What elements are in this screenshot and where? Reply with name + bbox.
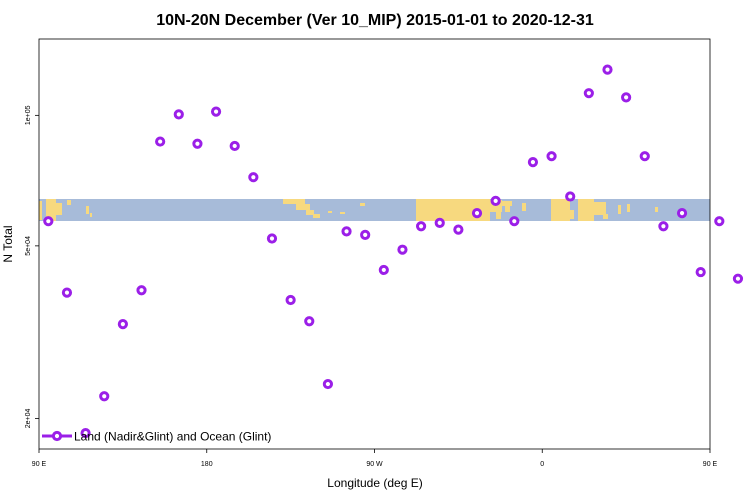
plot-frame: [38, 38, 711, 450]
data-point: [434, 217, 445, 228]
data-point: [546, 151, 557, 162]
data-point: [583, 88, 594, 99]
x-tick-label: 0: [540, 461, 544, 468]
data-point: [509, 216, 520, 227]
land-masses: [39, 199, 658, 221]
data-point: [192, 138, 203, 149]
data-point: [565, 191, 576, 202]
x-tick-label: 90 E: [703, 461, 718, 468]
data-point: [266, 233, 278, 244]
legend: Land (Nadir&Glint) and Ocean (Glint): [42, 430, 271, 444]
data-point: [341, 226, 352, 237]
data-point: [99, 391, 110, 402]
y-tick-label: 2e+04: [25, 408, 32, 428]
legend-label: Land (Nadir&Glint) and Ocean (Glint): [74, 430, 271, 444]
data-point: [602, 64, 613, 75]
data-point: [732, 273, 744, 284]
data-point: [714, 216, 725, 227]
y-axis-label: N Total: [1, 225, 15, 262]
x-axis-label: Longitude (deg E): [327, 476, 422, 490]
data-point: [378, 264, 389, 276]
x-tick-label: 180: [201, 461, 213, 468]
data-point: [527, 157, 539, 168]
data-point: [695, 266, 706, 278]
x-axis: 90 E 180 90 W 0 90 E: [32, 449, 718, 468]
data-point: [210, 106, 222, 117]
data-point: [117, 319, 128, 330]
data-point: [155, 136, 166, 147]
data-point: [304, 316, 315, 327]
data-point: [173, 109, 184, 120]
data-point: [248, 172, 259, 183]
data-point: [136, 285, 147, 296]
map-strip: [39, 199, 710, 221]
chart-title: 10N-20N December (Ver 10_MIP) 2015-01-01…: [156, 12, 594, 29]
y-tick-label: 1e+05: [25, 105, 32, 125]
data-point: [471, 208, 483, 219]
data-point: [676, 208, 688, 219]
data-point: [453, 224, 464, 235]
data-point: [61, 287, 73, 298]
data-point: [658, 221, 669, 232]
y-axis: 2e+04 5e+04 1e+05: [25, 105, 39, 428]
x-tick-label: 90 E: [32, 461, 47, 468]
data-points: [43, 64, 744, 439]
x-tick-label: 90 W: [366, 461, 383, 468]
data-point: [43, 216, 54, 227]
data-point: [639, 151, 650, 162]
data-point: [621, 92, 632, 103]
legend-marker: [51, 430, 63, 442]
data-point: [80, 427, 91, 439]
data-point: [229, 140, 240, 152]
data-point: [322, 378, 334, 390]
ocean-band: [39, 199, 710, 221]
data-point: [415, 221, 427, 232]
data-point: [490, 195, 501, 206]
y-tick-label: 5e+04: [25, 236, 32, 256]
data-point: [397, 244, 408, 255]
data-point: [360, 229, 371, 240]
data-point: [285, 294, 296, 306]
